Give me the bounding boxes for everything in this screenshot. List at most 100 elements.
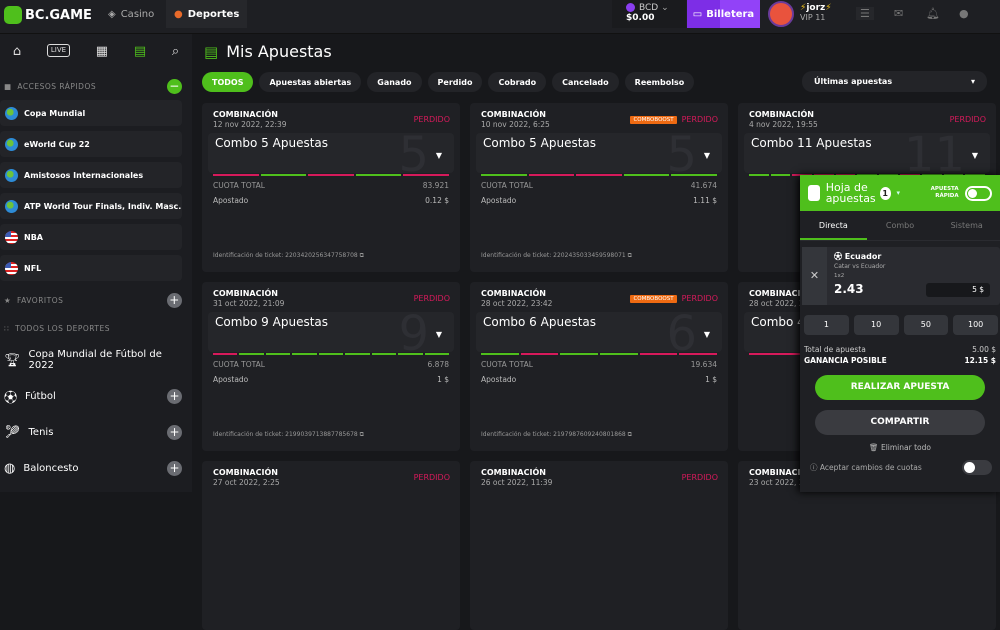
sport-item[interactable]: 🏆︎ Copa Mundial de Fútbol de 2022 — [0, 342, 192, 378]
quick-bet-toggle[interactable] — [964, 185, 992, 201]
filter-todos[interactable]: TODOS — [202, 72, 254, 92]
home-icon[interactable]: ⌂ — [12, 44, 22, 59]
leg-result-won — [265, 353, 291, 355]
chat-icon[interactable]: ● — [959, 7, 969, 20]
leg-count: 5 — [666, 133, 697, 173]
filter-perdido[interactable]: Perdido — [427, 72, 483, 92]
bet-card[interactable]: COMBINACIÓN 28 oct 2022, 23:42 COMBOBOOST P… — [470, 282, 728, 451]
quick-access-item[interactable]: ATP World Tour Finals, Indiv. Masc. — [0, 193, 182, 219]
ticket-label: Identificación de ticket: — [481, 252, 552, 259]
avatar[interactable] — [768, 1, 794, 27]
sport-item[interactable]: ⚽︎ Fútbol + — [0, 378, 192, 414]
tab-casino[interactable]: ◈ Casino — [100, 0, 162, 28]
quick-access-item[interactable]: eWorld Cup 22 — [0, 131, 182, 157]
clear-all-button[interactable]: 🗑︎ Eliminar todo — [800, 443, 1000, 452]
wallet-button[interactable]: ▭ Billetera — [687, 0, 760, 28]
filter-cancelado[interactable]: Cancelado — [552, 72, 619, 92]
total-odds-value: 83.921 — [422, 181, 449, 190]
ticket-value: 2203420256347758708 — [285, 252, 358, 259]
bet-card[interactable]: COMBINACIÓN 26 oct 2022, 11:39 PERDIDO — [470, 461, 728, 630]
tab-directa[interactable]: Directa — [800, 211, 867, 240]
expand-button[interactable]: + — [167, 460, 182, 476]
add-favorite-button[interactable]: + — [167, 292, 182, 308]
copy-icon[interactable]: ⧉ — [357, 431, 364, 438]
collapse-button[interactable]: − — [167, 78, 182, 94]
quick-access-item[interactable]: Amistosos Internacionales — [0, 162, 182, 188]
market-name: 1x2 — [834, 273, 845, 279]
tab-combo[interactable]: Combo — [885, 221, 915, 230]
combo-dropdown[interactable]: Combo 5 Apuestas 5 ▼ — [476, 133, 722, 173]
close-icon[interactable]: ✕ — [802, 247, 827, 305]
bet-card[interactable]: COMBINACIÓN 31 oct 2022, 21:09 PERDIDO Comb… — [202, 282, 460, 451]
user-info[interactable]: ⚡jorz⚡ VIP 11 — [800, 3, 832, 22]
logo[interactable]: BC.GAME — [4, 6, 92, 24]
filter-ganado[interactable]: Ganado — [367, 72, 422, 92]
combo-dropdown[interactable]: Combo 6 Apuestas 6 ▼ — [476, 312, 722, 352]
bet-card[interactable]: COMBINACIÓN 27 oct 2022, 2:25 PERDIDO — [202, 461, 460, 630]
status-wrap: COMBOBOOST PERDIDO — [630, 294, 718, 303]
bet-card[interactable]: COMBINACIÓN 10 nov 2022, 6:25 COMBOBOOST PE… — [470, 103, 728, 272]
betslip-header[interactable]: Hoja de apuestas 1 ▾ APUESTA RÁPIDA — [800, 175, 1000, 211]
my-bets-icon[interactable]: ▤ — [133, 44, 147, 59]
wallet-label: Billetera — [706, 8, 755, 20]
globe-icon — [5, 106, 18, 120]
share-button[interactable]: COMPARTIR — [815, 410, 985, 435]
caret-down-icon: ▼ — [971, 151, 978, 160]
combo-name: Combo 5 Apuestas — [215, 136, 329, 150]
calendar-icon[interactable]: ▦ — [95, 44, 109, 59]
accept-odds-toggle[interactable] — [962, 460, 992, 475]
leg-result-won — [345, 353, 370, 355]
ticket-id: Identificación de ticket: 21979876092408… — [481, 431, 632, 439]
favorites-header: ★ FAVORITOS + — [0, 286, 192, 314]
ticket-value: 2197987609240801868 — [553, 431, 626, 438]
currency-selector[interactable]: BCD ⌄ $0.00 — [612, 0, 686, 28]
mail-icon[interactable]: ✉ — [894, 7, 904, 20]
staked-row: Apostado 1.11 $ — [481, 196, 717, 205]
quick-amount-button[interactable]: 10 — [853, 315, 899, 335]
copy-icon[interactable]: ⧉ — [357, 252, 364, 259]
leg-result-won — [424, 353, 449, 355]
expand-button[interactable]: + — [167, 424, 182, 440]
tab-sistema[interactable]: Sistema — [950, 221, 983, 230]
quick-amount-button[interactable]: 50 — [903, 315, 949, 335]
leg-result-won — [671, 174, 717, 176]
copy-icon[interactable]: ⧉ — [625, 431, 632, 438]
quick-amount-button[interactable]: 1 — [804, 315, 849, 335]
bet-date: 23 oct 2022, 2 — [749, 478, 804, 487]
quick-access-item[interactable]: NBA — [0, 224, 182, 250]
quick-amount-button[interactable]: 100 — [953, 315, 998, 335]
sport-item[interactable]: 🎾︎ Tenis + — [0, 414, 192, 450]
bet-card[interactable]: COMBINACIÓN 12 nov 2022, 22:39 PERDIDO Comb… — [202, 103, 460, 272]
leg-result-lost — [639, 353, 678, 355]
place-bet-button[interactable]: REALIZAR APUESTA — [815, 375, 985, 400]
filter-cobrado[interactable]: Cobrado — [488, 72, 547, 92]
quick-access-item[interactable]: NFL — [0, 255, 182, 281]
combo-dropdown[interactable]: Combo 9 Apuestas 9 ▼ — [208, 312, 454, 352]
bet-date: 12 nov 2022, 22:39 — [213, 120, 287, 129]
ticket-value: 2202435033459598071 — [553, 252, 626, 259]
soccer-ball-icon: ⚽︎ — [4, 390, 18, 406]
sport-item[interactable]: ◍ Baloncesto + — [0, 450, 192, 486]
menu-icon[interactable]: ☰ — [856, 7, 874, 20]
team-name: Ecuador — [844, 252, 882, 261]
filter-apuestas-abiertas[interactable]: Apuestas abiertas — [259, 72, 362, 92]
stake-input[interactable]: 5 $ — [926, 283, 990, 297]
leg-result-lost — [213, 353, 238, 355]
expand-button[interactable]: + — [167, 388, 182, 404]
wallet-icon: ▭ — [692, 8, 703, 20]
quick-access-item[interactable]: Copa Mundial — [0, 100, 182, 126]
sport-label: Fútbol — [25, 390, 56, 402]
bet-date: 28 oct 2022, 2 — [749, 299, 804, 308]
bet-type: COMBINACIÓN — [481, 289, 546, 298]
search-icon[interactable]: ⌕ — [171, 44, 180, 59]
tab-deportes[interactable]: ● Deportes — [166, 0, 248, 28]
sort-select[interactable]: Últimas apuestas ▾ — [802, 71, 987, 92]
live-icon[interactable]: LIVE — [46, 44, 71, 57]
item-label: NFL — [24, 263, 42, 273]
leg-count: 9 — [398, 312, 429, 352]
filter-reembolso[interactable]: Reembolso — [624, 72, 695, 92]
combo-dropdown[interactable]: Combo 5 Apuestas 5 ▼ — [208, 133, 454, 173]
bell-icon[interactable]: 🔔︎ — [926, 7, 940, 20]
copy-icon[interactable]: ⧉ — [625, 252, 632, 259]
combo-dropdown[interactable]: Combo 11 Apuestas 11 ▼ — [744, 133, 990, 173]
